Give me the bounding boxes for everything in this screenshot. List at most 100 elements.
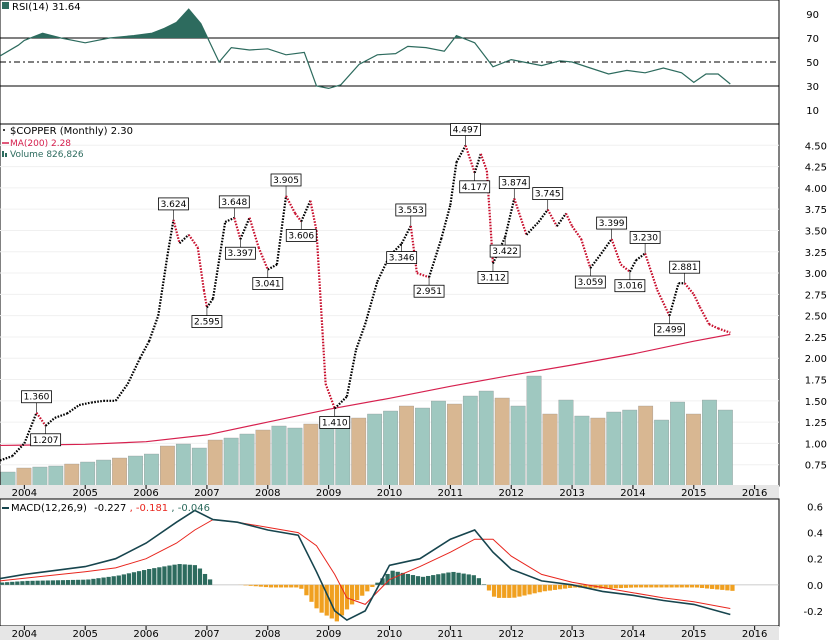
macd-hist-bar — [273, 584, 279, 588]
price-segment — [257, 247, 269, 270]
macd-hist-bar — [152, 568, 157, 585]
macd-hist-bar — [517, 584, 522, 597]
macd-hist-bar — [365, 584, 370, 592]
price-tick-label: 3.50 — [805, 226, 827, 237]
macd-hist-bar — [481, 584, 487, 585]
volume-bar — [16, 467, 32, 487]
macd-hist-bar — [664, 584, 669, 588]
volume-bar — [415, 407, 430, 487]
price-label-text: 4.497 — [453, 126, 479, 136]
price-segment — [187, 234, 199, 249]
volume-bar — [223, 437, 239, 487]
price-label: 3.422 — [489, 237, 521, 258]
macd-hist-bar — [568, 584, 573, 588]
macd-hist-bar — [583, 584, 588, 588]
volume-bar — [558, 399, 574, 487]
macd-hist-bar — [502, 584, 507, 598]
macd-hist-bar — [507, 584, 512, 598]
price-labels: 1.360 1.207 3.624 2.595 3.648 3.397 3.041 3.905… — [21, 123, 701, 447]
price-segment — [589, 255, 601, 269]
price-segment — [239, 217, 251, 240]
macd-hist-bar — [71, 579, 76, 585]
volume-bar — [494, 397, 510, 487]
x-axis-bottom: 2004 2005 2006 2007 2008 2009 2010 2011 2012 2013… — [0, 626, 779, 640]
volume-bar — [638, 405, 654, 487]
price-segment — [66, 404, 80, 415]
macd-hist-bar — [471, 575, 476, 585]
volume-bar — [702, 399, 717, 487]
price-legend-dot — [3, 129, 5, 131]
macd-hist-bar — [628, 584, 634, 588]
price-segment — [479, 153, 488, 172]
macd-hist-bar — [491, 584, 497, 597]
volume-bar — [622, 409, 638, 487]
macd-hist-bar — [289, 584, 294, 588]
macd-hist-bar — [131, 572, 137, 585]
price-label-text: 3.624 — [161, 200, 187, 210]
volume-bar — [96, 459, 111, 487]
price-segment — [698, 306, 710, 325]
x-tick-label: 2007 — [194, 488, 219, 499]
macd-hist-bar — [451, 571, 456, 585]
macd-hist-bar — [278, 584, 284, 588]
price-label: 3.230 — [629, 231, 661, 254]
macd-tick-label: 0.2 — [807, 555, 823, 566]
macd-hist-bar — [81, 579, 86, 585]
price-tick-label: 3.25 — [805, 248, 827, 259]
price-axis: 0.75 1.00 1.25 1.50 1.75 2.00 2.25 2.50 2.75 3.00… — [805, 141, 827, 471]
price-label-text: 3.112 — [480, 274, 506, 284]
price-segment — [233, 217, 242, 240]
macd-hist-bar — [111, 576, 116, 585]
macd-hist-bar — [10, 581, 15, 585]
price-tick-label: 3.75 — [805, 205, 827, 216]
volume-bar — [0, 471, 16, 487]
macd-legend: MACD(12,26,9) -0.227 , -0.181 , -0.046 — [11, 503, 210, 514]
price-segment — [114, 383, 129, 402]
price-legend: $COPPER (Monthly) 2.30 MA(200) 2.28 Volu… — [2, 126, 133, 160]
price-segment — [455, 145, 467, 163]
macd-hist-bar — [86, 579, 91, 585]
macd-hist-bar — [522, 584, 527, 596]
price-segment — [0, 455, 13, 462]
macd-hist-bar — [284, 584, 289, 588]
macd-hist-bar — [710, 584, 715, 589]
macd-tick-label: 0.6 — [807, 503, 823, 514]
macd-hist-bar — [410, 575, 416, 585]
price-segment — [211, 221, 227, 299]
macd-hist-bar — [207, 579, 213, 585]
macd-hist-bar — [720, 584, 725, 590]
price-segment — [644, 253, 659, 291]
price-label: 3.397 — [224, 239, 256, 260]
price-segment — [537, 208, 549, 223]
x-tick-label: 2013 — [559, 488, 584, 499]
price-segment — [285, 195, 297, 214]
x-tick-label: 2008 — [255, 488, 280, 499]
macd-hist-bar — [126, 573, 132, 585]
macd-hist-bar — [309, 584, 314, 602]
x-axis-band — [0, 626, 779, 640]
macd-hist-bar — [715, 584, 720, 590]
price-segment — [668, 282, 680, 317]
macd-hist-bar — [659, 584, 664, 588]
macd-hist-bar — [674, 584, 679, 588]
price-label-text: 3.346 — [389, 254, 415, 264]
volume-bar — [160, 445, 175, 487]
x-tick-label: 2011 — [438, 629, 463, 640]
volume-bar — [654, 419, 669, 487]
macd-hist-bar — [669, 584, 674, 588]
macd-hist-bar — [162, 566, 167, 585]
macd-hist-bar — [446, 572, 451, 585]
macd-hist-bar — [557, 584, 563, 590]
macd-hist-bar — [385, 573, 390, 585]
macd-hist-bar — [476, 578, 482, 585]
macd-hist-bar — [192, 565, 197, 585]
macd-hist-bar — [106, 576, 111, 585]
x-tick-label: 2012 — [498, 629, 523, 640]
volume-bar — [383, 410, 398, 487]
price-segment — [275, 195, 288, 265]
macd-hist-bar — [552, 584, 558, 590]
price-segment — [598, 238, 613, 257]
macd-hist-bar — [0, 582, 5, 585]
x-tick-label: 2013 — [559, 629, 584, 640]
volume-bar — [191, 447, 207, 487]
